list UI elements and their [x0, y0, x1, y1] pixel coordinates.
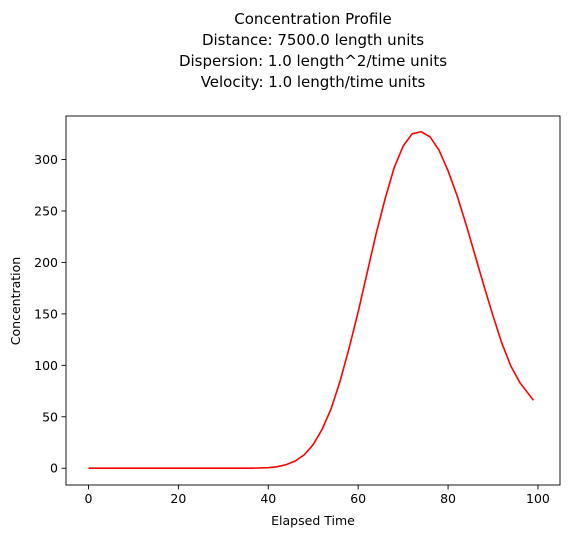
- y-tick-label: 100: [34, 358, 58, 373]
- chart-title: Concentration Profile Distance: 7500.0 l…: [179, 10, 447, 91]
- title-line-3: Dispersion: 1.0 length^2/time units: [179, 52, 447, 70]
- y-axis-label: Concentration: [8, 257, 23, 345]
- x-tick-label: 60: [350, 491, 366, 506]
- x-tick-label: 80: [440, 491, 456, 506]
- title-line-2: Distance: 7500.0 length units: [202, 31, 424, 49]
- title-line-1: Concentration Profile: [234, 10, 392, 28]
- x-tick-label: 20: [170, 491, 186, 506]
- y-tick-label: 150: [34, 306, 58, 321]
- y-tick-label: 200: [34, 255, 58, 270]
- plot-area: 0 20 40 60 80 100 0 50 100 150 200 250 300: [34, 115, 561, 506]
- x-tick-label: 40: [260, 491, 276, 506]
- y-tick-label: 300: [34, 152, 58, 167]
- y-tick-label: 50: [42, 409, 58, 424]
- x-tick-label: 100: [526, 491, 550, 506]
- y-tick-label: 0: [50, 461, 58, 476]
- title-line-4: Velocity: 1.0 length/time units: [201, 73, 426, 91]
- x-tick-label: 0: [84, 491, 92, 506]
- y-tick-label: 250: [34, 203, 58, 218]
- series-line-0: [88, 130, 535, 470]
- x-axis-label: Elapsed Time: [271, 513, 355, 528]
- plot-frame: [65, 115, 561, 486]
